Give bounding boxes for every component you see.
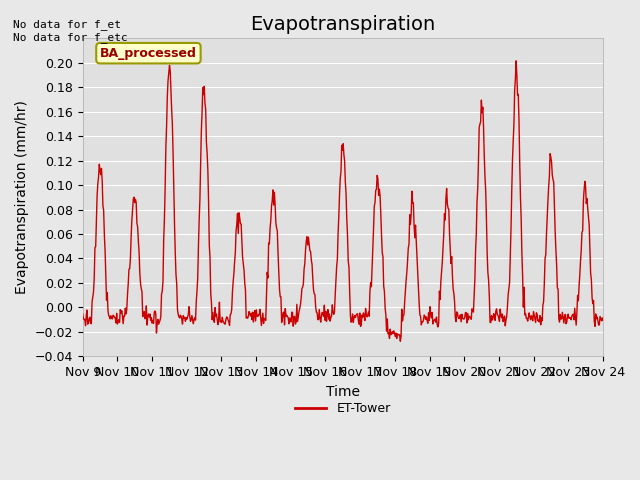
Legend: ET-Tower: ET-Tower [290, 397, 396, 420]
Text: No data for f_et
No data for f_etc: No data for f_et No data for f_etc [13, 19, 127, 43]
X-axis label: Time: Time [326, 384, 360, 398]
Text: BA_processed: BA_processed [100, 47, 197, 60]
Y-axis label: Evapotranspiration (mm/hr): Evapotranspiration (mm/hr) [15, 100, 29, 294]
Title: Evapotranspiration: Evapotranspiration [250, 15, 435, 34]
